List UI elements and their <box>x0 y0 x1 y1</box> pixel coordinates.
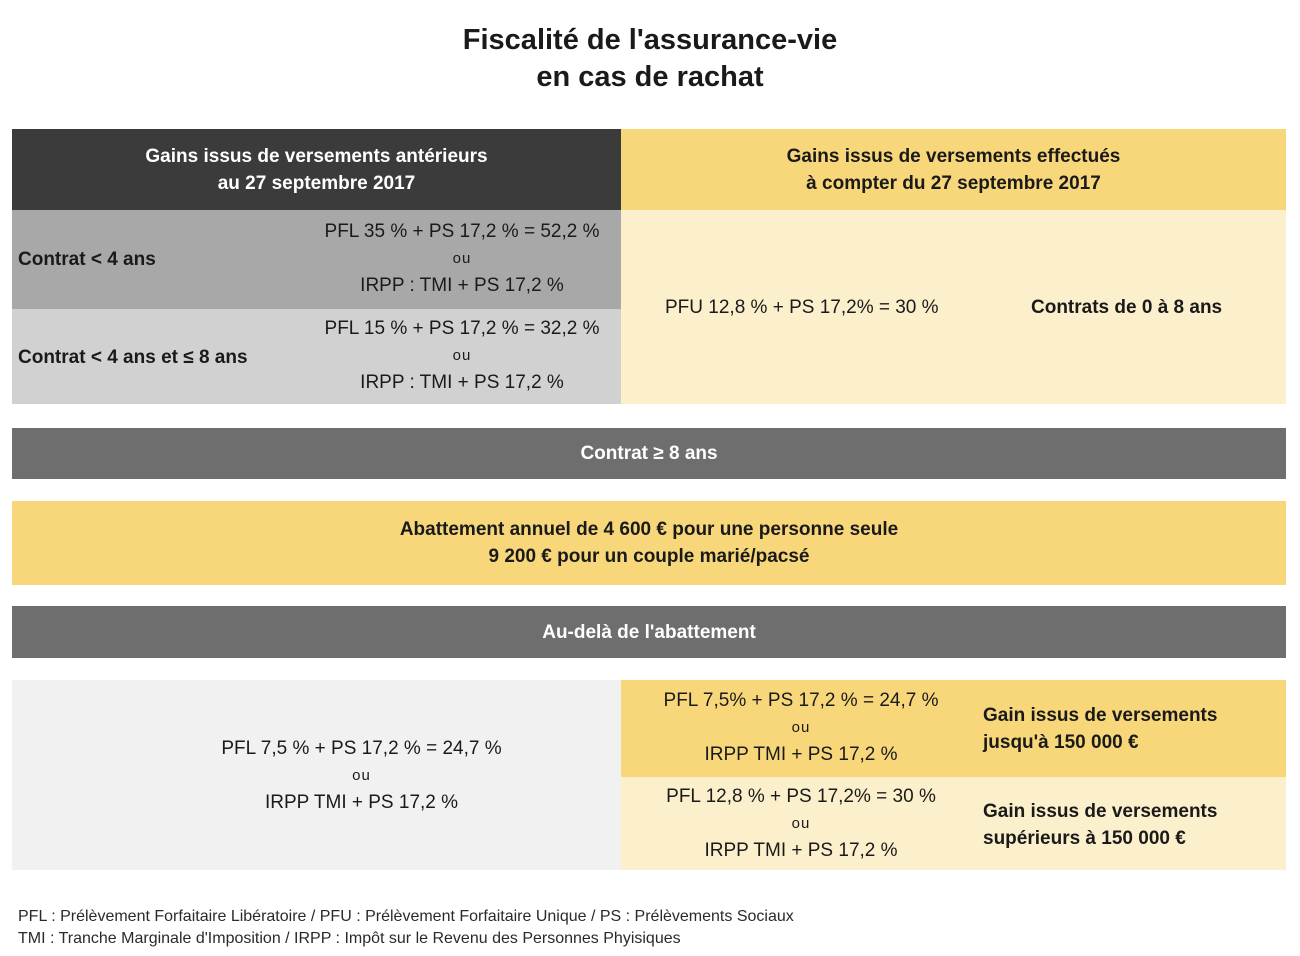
title-line-2: en cas de rachat <box>536 61 764 93</box>
header-after-2017-line-1: Gains issus de versements effectués <box>786 145 1121 167</box>
label-line-2: supérieurs à 150 000 € <box>983 828 1186 849</box>
page-title: Fiscalité de l'assurance-vie en cas de r… <box>0 22 1300 96</box>
allowance-line-2: 9 200 € pour un couple marié/pacsé <box>488 546 810 567</box>
band-contract-over-8: Contrat ≥ 8 ans <box>12 428 1286 479</box>
rate-pfl-7-5: PFL 7,5% + PS 17,2 % = 24,7 % <box>663 690 939 711</box>
row-contract-4-to-8-label: Contrat < 4 ans et ≤ 8 ans <box>18 347 248 368</box>
footnote: PFL : Prélèvement Forfaitaire Libératoir… <box>18 906 794 950</box>
header-after-2017-line-2: à compter du 27 septembre 2017 <box>806 172 1101 194</box>
row-contract-4-to-8-rates: PFL 15 % + PS 17,2 % = 32,2 % ou IRPP : … <box>262 315 662 396</box>
rate-irpp: IRPP : TMI + PS 17,2 % <box>360 275 564 296</box>
beyond-up-to-150k-label: Gain issus de versements jusqu'à 150 000… <box>983 702 1217 756</box>
rate-pfl-35: PFL 35 % + PS 17,2 % = 52,2 % <box>324 221 600 242</box>
or-separator: ou <box>791 815 811 832</box>
rate-irpp: IRPP TMI + PS 17,2 % <box>264 791 459 813</box>
or-separator: ou <box>352 766 371 784</box>
row-contract-under-4: Contrat < 4 ans PFL 35 % + PS 17,2 % = 5… <box>12 210 621 309</box>
beyond-over-150k-rates: PFL 12,8 % + PS 17,2% = 30 % ou IRPP TMI… <box>621 783 981 864</box>
or-separator: ou <box>452 347 472 364</box>
band-allowance: Abattement annuel de 4 600 € pour une pe… <box>12 501 1286 585</box>
after-2017-label: Contrats de 0 à 8 ans <box>1031 297 1223 318</box>
rate-pfl-12-8: PFL 12,8 % + PS 17,2% = 30 % <box>666 786 936 807</box>
rate-pfu: PFU 12,8 % + PS 17,2% = 30 % <box>665 297 939 318</box>
beyond-over-150k-label: Gain issus de versements supérieurs à 15… <box>983 798 1217 852</box>
row-contract-under-4-label: Contrat < 4 ans <box>18 249 156 270</box>
after-2017-block: PFU 12,8 % + PS 17,2% = 30 % Contrats de… <box>621 210 1286 404</box>
beyond-before-2017: PFL 7,5 % + PS 17,2 % = 24,7 % ou IRPP T… <box>12 680 621 870</box>
label-line-1: Gain issus de versements <box>983 801 1218 822</box>
rate-pfl-15: PFL 15 % + PS 17,2 % = 32,2 % <box>324 318 600 339</box>
header-before-2017-line-2: au 27 septembre 2017 <box>217 172 416 194</box>
row-contract-4-to-8: Contrat < 4 ans et ≤ 8 ans PFL 15 % + PS… <box>12 309 621 404</box>
rate-irpp: IRPP : TMI + PS 17,2 % <box>360 372 564 393</box>
label-line-2: jusqu'à 150 000 € <box>983 732 1139 753</box>
or-separator: ou <box>791 719 811 736</box>
rate-irpp: IRPP TMI + PS 17,2 % <box>704 840 898 861</box>
beyond-over-150k: PFL 12,8 % + PS 17,2% = 30 % ou IRPP TMI… <box>621 777 1286 870</box>
header-before-2017-line-1: Gains issus de versements antérieurs <box>145 145 488 167</box>
row-contract-under-4-rates: PFL 35 % + PS 17,2 % = 52,2 % ou IRPP : … <box>262 218 662 299</box>
allowance-line-1: Abattement annuel de 4 600 € pour une pe… <box>399 519 899 540</box>
footnote-line-1: PFL : Prélèvement Forfaitaire Libératoir… <box>18 908 794 925</box>
or-separator: ou <box>452 250 472 267</box>
band-contract-over-8-label: Contrat ≥ 8 ans <box>580 443 718 464</box>
title-line-1: Fiscalité de l'assurance-vie <box>462 24 838 56</box>
beyond-up-to-150k-rates: PFL 7,5% + PS 17,2 % = 24,7 % ou IRPP TM… <box>621 687 981 768</box>
band-beyond-allowance-label: Au-delà de l'abattement <box>542 621 756 643</box>
rate-pfl-7-5: PFL 7,5 % + PS 17,2 % = 24,7 % <box>221 737 502 759</box>
footnote-line-2: TMI : Tranche Marginale d'Imposition / I… <box>18 930 681 947</box>
header-after-2017: Gains issus de versements effectués à co… <box>621 129 1286 210</box>
header-before-2017: Gains issus de versements antérieurs au … <box>12 129 621 210</box>
beyond-up-to-150k: PFL 7,5% + PS 17,2 % = 24,7 % ou IRPP TM… <box>621 680 1286 777</box>
band-beyond-allowance: Au-delà de l'abattement <box>12 606 1286 658</box>
rate-irpp: IRPP TMI + PS 17,2 % <box>704 744 898 765</box>
label-line-1: Gain issus de versements <box>983 705 1218 726</box>
